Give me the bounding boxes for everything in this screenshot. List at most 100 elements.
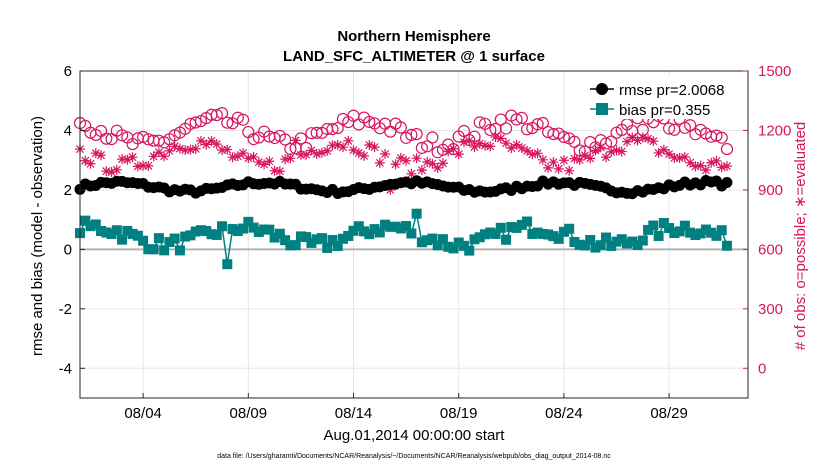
bias-point — [674, 226, 685, 237]
evaluated-obs-marker — [195, 135, 206, 146]
bias-point — [280, 235, 291, 246]
bias-point — [506, 222, 517, 233]
bias-point — [395, 223, 406, 234]
evaluated-obs-marker — [590, 145, 601, 156]
bias-point — [527, 228, 538, 239]
evaluated-obs-marker — [474, 138, 485, 149]
evaluated-obs-marker — [190, 143, 201, 154]
possible-obs-marker — [137, 130, 150, 144]
bias-point — [679, 220, 690, 231]
bias-point — [259, 224, 270, 235]
evaluated-obs-marker — [185, 144, 196, 155]
obs-count-series — [73, 106, 734, 195]
evaluated-obs-marker — [153, 147, 164, 158]
evaluated-obs-marker — [406, 168, 417, 179]
right-tick-label: 0 — [758, 360, 766, 377]
possible-obs-marker — [663, 122, 676, 135]
right-tick-label: 600 — [758, 241, 783, 258]
right-tick-label: 1200 — [758, 122, 791, 139]
possible-obs-marker — [394, 121, 407, 134]
evaluated-obs-marker — [721, 161, 732, 172]
evaluated-obs-marker — [327, 140, 338, 151]
x-tick-label: 08/19 — [440, 405, 478, 422]
evaluated-obs-marker — [316, 147, 327, 158]
bias-point — [516, 219, 527, 230]
evaluated-obs-marker — [579, 150, 590, 161]
evaluated-obs-marker — [248, 151, 259, 162]
bias-point — [690, 230, 701, 241]
evaluated-obs-marker — [600, 152, 611, 163]
evaluated-obs-marker — [595, 142, 606, 153]
evaluated-obs-marker — [522, 145, 533, 156]
possible-obs-marker — [231, 111, 244, 124]
evaluated-obs-marker — [337, 142, 348, 153]
evaluated-obs-marker — [711, 155, 722, 166]
possible-obs-marker — [115, 129, 129, 142]
rmse-point — [721, 177, 733, 189]
bias-point — [706, 227, 717, 238]
evaluated-obs-marker — [374, 157, 385, 168]
bias-point — [127, 228, 138, 239]
bias-point — [185, 230, 196, 241]
evaluated-obs-marker — [669, 152, 680, 163]
bias-point — [322, 242, 333, 253]
evaluated-obs-marker — [490, 132, 501, 143]
bias-point — [264, 224, 275, 235]
evaluated-obs-marker — [280, 154, 291, 165]
legend-bias-label: bias pr=0.355 — [619, 102, 710, 119]
bias-point — [374, 227, 385, 238]
possible-obs-marker — [494, 113, 507, 126]
evaluated-obs-marker — [553, 163, 564, 174]
evaluated-obs-marker — [164, 145, 175, 156]
bias-point — [653, 230, 664, 241]
bias-point — [201, 226, 212, 237]
bias-point — [595, 240, 606, 251]
bias-point — [390, 221, 401, 232]
evaluated-obs-marker — [653, 147, 664, 158]
bias-point — [627, 236, 638, 247]
bias-point — [295, 231, 306, 242]
evaluated-obs-marker — [685, 157, 696, 168]
right-tick-label: 1500 — [758, 63, 791, 80]
evaluated-obs-marker — [322, 145, 333, 156]
left-tick-label: 0 — [64, 241, 72, 258]
bias-point — [148, 244, 159, 255]
bias-point — [243, 216, 254, 227]
chart-subtitle: LAND_SFC_ALTIMETER @ 1 surface — [283, 48, 545, 65]
bias-point — [85, 221, 96, 232]
bias-point — [711, 230, 722, 241]
evaluated-obs-marker — [259, 159, 270, 170]
evaluated-obs-marker — [353, 147, 364, 158]
evaluated-obs-marker — [548, 157, 559, 168]
bias-point — [301, 232, 312, 243]
left-tick-label: -4 — [59, 360, 72, 377]
bias-point — [316, 233, 327, 244]
bias-point — [511, 222, 522, 233]
x-tick-label: 08/24 — [545, 405, 583, 422]
possible-obs-marker — [568, 135, 581, 148]
evaluated-obs-marker — [127, 152, 138, 163]
bias-point — [227, 224, 238, 235]
bias-point — [422, 235, 433, 246]
bias-point — [658, 218, 669, 229]
evaluated-obs-marker — [295, 149, 306, 160]
bias-point — [574, 239, 585, 250]
evaluated-obs-marker — [238, 148, 249, 159]
evaluated-obs-marker — [217, 144, 228, 155]
bias-series — [75, 208, 732, 270]
bias-point — [159, 245, 170, 256]
bias-point — [569, 236, 580, 247]
possible-obs-marker — [310, 126, 323, 139]
evaluated-obs-marker — [637, 132, 648, 143]
bias-point — [348, 225, 359, 236]
evaluated-obs-marker — [348, 145, 359, 156]
bias-point — [537, 228, 548, 239]
bias-point — [274, 228, 285, 239]
bias-point — [117, 234, 128, 245]
bias-point — [548, 231, 559, 242]
bias-point — [153, 233, 164, 244]
evaluated-obs-marker — [80, 155, 91, 166]
bias-point — [632, 239, 643, 250]
bias-point — [643, 224, 654, 235]
possible-obs-marker — [484, 123, 497, 137]
